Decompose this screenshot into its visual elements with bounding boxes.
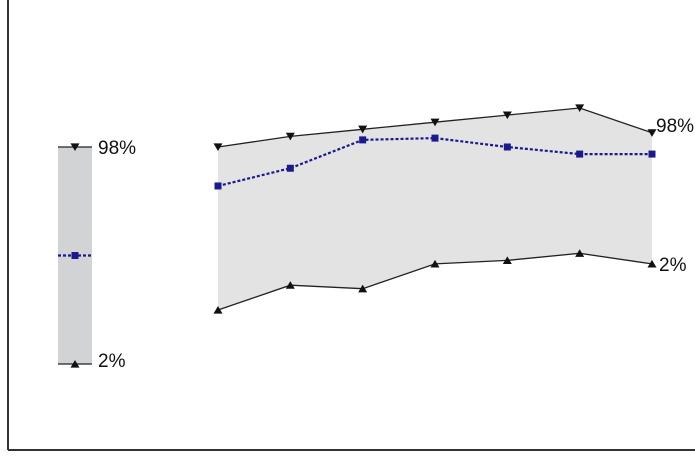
lower-bound-point <box>430 259 440 268</box>
median-point <box>286 164 294 172</box>
median-point <box>576 150 584 158</box>
upper-bound-point <box>647 129 657 137</box>
band-lower-label: 2% <box>659 255 687 276</box>
upper-bound-markers <box>213 104 657 152</box>
upper-bound-point <box>213 143 223 152</box>
upper-bound-point <box>430 118 440 127</box>
lower-bound-markers <box>213 249 657 314</box>
upper-bound-point <box>502 111 512 120</box>
reference-upper-marker <box>70 143 80 152</box>
upper-bound-point <box>358 125 368 134</box>
lower-bound-point <box>575 249 585 257</box>
lower-bound-point <box>647 259 657 268</box>
reference-bar: 98% 2% <box>58 138 136 372</box>
reference-median-marker <box>71 252 79 259</box>
upper-bound-point <box>285 132 295 141</box>
percentile-band: 98% 2% <box>213 104 694 314</box>
lower-bound-point <box>502 256 512 264</box>
lower-bound-point <box>285 281 295 289</box>
median-point <box>214 182 222 190</box>
median-markers <box>214 134 656 190</box>
upper-bound-point <box>575 104 585 113</box>
band-area <box>218 108 652 310</box>
band-upper-label: 98% <box>656 116 694 137</box>
median-point <box>431 134 439 142</box>
median-point <box>359 136 367 144</box>
median-point <box>503 143 511 151</box>
median-point <box>648 150 656 158</box>
reference-lower-marker <box>70 359 80 368</box>
lower-bound-point <box>213 305 223 314</box>
lower-bound-point <box>358 284 368 293</box>
reference-upper-label: 98% <box>98 138 136 159</box>
reference-lower-label: 2% <box>98 351 126 372</box>
